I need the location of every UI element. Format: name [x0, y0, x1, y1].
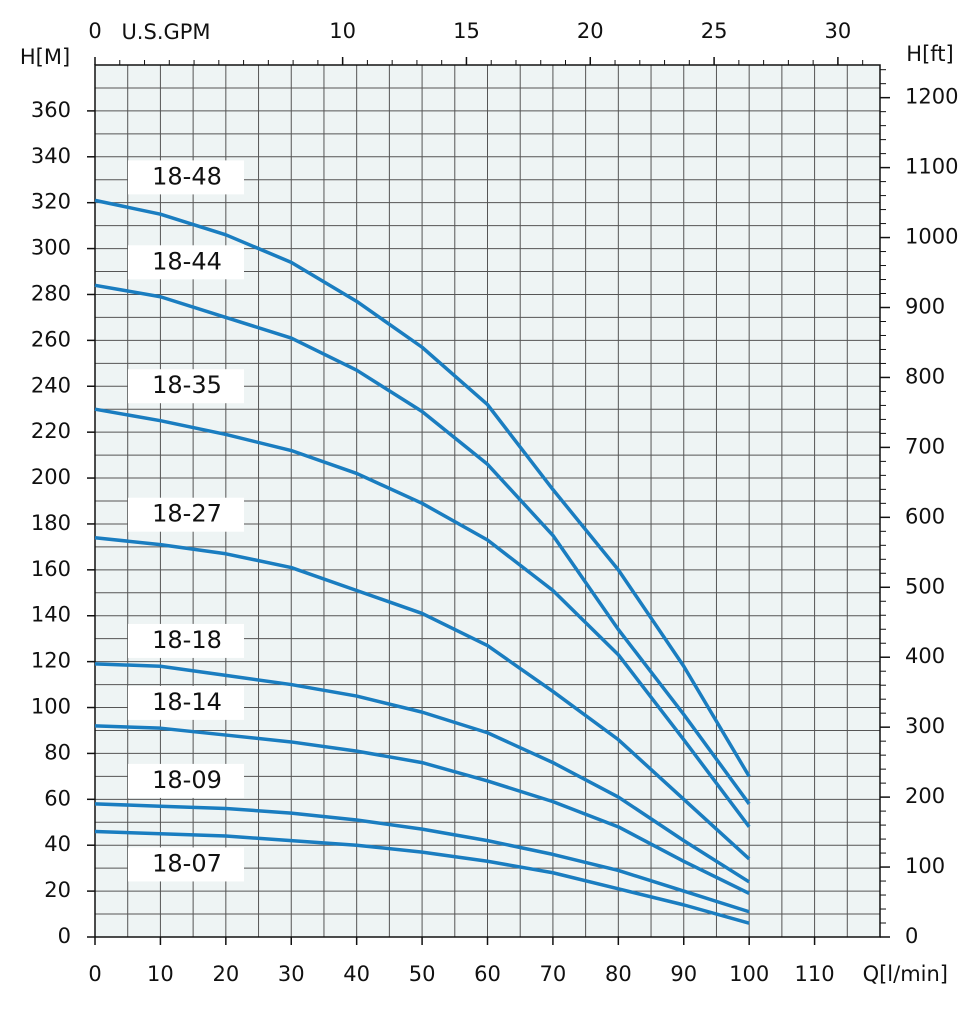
- x-tick-label: 50: [409, 962, 436, 986]
- x2-axis-label: U.S.GPM: [121, 20, 210, 44]
- x-tick-label: 70: [540, 962, 567, 986]
- series-label: 18-14: [152, 688, 222, 716]
- y2-tick-label: 1000: [905, 225, 958, 249]
- y-tick-label: 220: [31, 419, 71, 443]
- y-tick-label: 340: [31, 144, 71, 168]
- x2-tick-label: 25: [701, 19, 728, 43]
- y-tick-label: 20: [44, 878, 71, 902]
- plot-frame: [94, 64, 881, 938]
- label-background: [128, 623, 244, 658]
- label-background: [128, 685, 244, 720]
- y2-tick-label: 0: [905, 924, 918, 948]
- series-label: 18-07: [152, 849, 222, 877]
- x-tick-label: 110: [795, 962, 835, 986]
- label-background: [128, 497, 244, 532]
- y2-tick-label: 1200: [905, 85, 958, 109]
- label-background: [128, 245, 244, 280]
- x-tick-label: 80: [605, 962, 632, 986]
- series-label: 18-27: [152, 500, 222, 528]
- y2-tick-label: 700: [905, 434, 945, 458]
- pump-curve: [94, 283, 751, 805]
- x-tick-label: 100: [729, 962, 769, 986]
- pump-curve: [94, 724, 750, 895]
- x2-tick-label: 0: [88, 19, 101, 43]
- x-tick-label: 0: [88, 962, 101, 986]
- y2-tick-label: 1100: [905, 155, 958, 179]
- y-tick-label: 180: [31, 511, 71, 535]
- series-label: 18-09: [152, 766, 222, 794]
- pump-curve: [94, 535, 751, 861]
- x-tick-label: 90: [670, 962, 697, 986]
- y2-tick-label: 300: [905, 714, 945, 738]
- y-tick-label: 100: [31, 695, 71, 719]
- x2-tick-label: 10: [329, 19, 356, 43]
- pump-curve: [94, 407, 751, 828]
- pump-curve: [94, 802, 750, 914]
- x-tick-label: 10: [147, 962, 174, 986]
- series-label: 18-44: [152, 247, 222, 275]
- y2-tick-label: 600: [905, 504, 945, 528]
- y-tick-label: 240: [31, 373, 71, 397]
- y2-tick-label: 200: [905, 784, 945, 808]
- label-background: [128, 847, 244, 882]
- y-tick-label: 200: [31, 465, 71, 489]
- x-tick-label: 40: [343, 962, 370, 986]
- x-axis-label: Q[l/min]: [863, 962, 948, 986]
- pump-curve: [94, 198, 751, 778]
- label-background: [128, 369, 244, 404]
- label-background: [128, 763, 244, 798]
- y-tick-label: 360: [31, 98, 71, 122]
- y-axis-label: H[M]: [20, 45, 70, 69]
- x2-tick-label: 30: [825, 19, 852, 43]
- y-tick-label: 280: [31, 281, 71, 305]
- label-background: [128, 160, 244, 195]
- x-tick-label: 60: [474, 962, 501, 986]
- y-tick-label: 60: [44, 786, 71, 810]
- x-tick-label: 30: [278, 962, 305, 986]
- y2-tick-label: 500: [905, 574, 945, 598]
- series-label: 18-48: [152, 162, 222, 190]
- y-tick-label: 140: [31, 603, 71, 627]
- y2-tick-label: 900: [905, 294, 945, 318]
- series-label: 18-35: [152, 371, 222, 399]
- x2-tick-label: 15: [453, 19, 480, 43]
- pump-curve: [94, 829, 750, 925]
- y-tick-label: 40: [44, 832, 71, 856]
- y-tick-label: 160: [31, 557, 71, 581]
- y2-tick-label: 100: [905, 854, 945, 878]
- y-tick-label: 120: [31, 649, 71, 673]
- x2-tick-label: 20: [577, 19, 604, 43]
- pump-curve: [94, 662, 751, 884]
- y-tick-label: 0: [58, 924, 71, 948]
- y-tick-label: 260: [31, 327, 71, 351]
- y-tick-label: 80: [44, 740, 71, 764]
- y2-tick-label: 400: [905, 644, 945, 668]
- x-tick-label: 20: [212, 962, 239, 986]
- y-tick-label: 300: [31, 236, 71, 260]
- y2-axis-label: H[ft]: [906, 42, 953, 66]
- y2-tick-label: 800: [905, 364, 945, 388]
- y-tick-label: 320: [31, 190, 71, 214]
- series-label: 18-18: [152, 626, 222, 654]
